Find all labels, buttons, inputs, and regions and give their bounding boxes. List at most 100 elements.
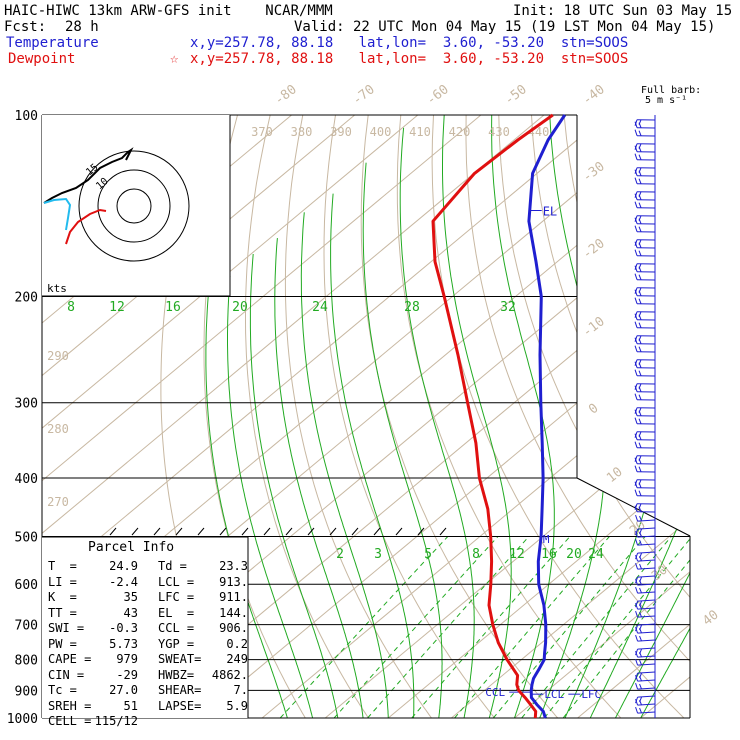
wind-barb (637, 655, 656, 658)
dry-adiabat-line (563, 115, 690, 718)
parcel-row: PW = 5.73 YGP = 0.2 (48, 637, 248, 653)
theta-e-label: 12 (109, 300, 125, 315)
moist-adiabat-line (640, 115, 690, 718)
wind-barb-flag (634, 433, 638, 440)
parcel-value: 27.0 (109, 683, 138, 697)
moist-adiabat-line (249, 253, 339, 718)
parcel-info-box (42, 527, 447, 718)
star-icon: ☆ (170, 51, 179, 67)
theta-label: 400 (370, 125, 392, 139)
mixing-ratio-line (562, 536, 690, 718)
hodograph-ring (78, 150, 190, 262)
parcel-key: SWEAT= (158, 652, 202, 666)
wind-barb-flag (634, 265, 638, 272)
parcel-key: TT = (48, 605, 77, 620)
wind-barb (637, 639, 656, 642)
mixing-ratio-label: 12 (509, 547, 525, 562)
wind-barb-flag (639, 659, 643, 666)
wind-barb-flag (634, 169, 638, 176)
wind-barb-flag (634, 201, 638, 208)
wind-barb-flag (635, 528, 639, 536)
isotherm-line (514, 115, 690, 718)
wind-barb-flag (638, 442, 642, 448)
wind-barb-flag (635, 538, 639, 546)
parcel-info-title: Parcel Info (88, 540, 175, 555)
wind-barb-flag (634, 287, 638, 294)
parcel-value: 24.9 (109, 559, 138, 573)
wind-barb-flag (638, 226, 642, 232)
dry-adiabat-line (323, 115, 506, 718)
wind-barb-flag (634, 119, 638, 126)
wind-barb-flag (639, 611, 643, 618)
isotherm-label: -10 (580, 314, 608, 340)
wind-barb (637, 711, 656, 714)
wind-barb-flag (639, 515, 643, 522)
theta-label: 270 (47, 495, 69, 509)
parcel-key: SWI = (48, 621, 85, 635)
theta-e-label: 32 (500, 300, 516, 315)
wind-barb-flag (638, 482, 642, 488)
sounding-series (431, 113, 567, 719)
hodograph-trace-mid (43, 197, 72, 231)
wind-barb (637, 583, 656, 586)
wind-barb-flag (634, 393, 638, 400)
pressure-tick-label: 700 (15, 619, 38, 634)
hatch-mark (307, 527, 315, 536)
parcel-value: 7. (233, 683, 248, 697)
wind-barb-flag (638, 194, 642, 200)
moist-adiabat-line (330, 193, 415, 718)
wind-barb-flag (634, 409, 638, 416)
parcel-value: 4862. (211, 667, 248, 682)
isotherm-line (42, 115, 545, 718)
theta-e-label: 16 (165, 300, 181, 315)
parcel-box-background (42, 537, 248, 718)
mixing-ratio-line (454, 536, 610, 718)
parcel-value: 43 (123, 605, 138, 620)
hatch-mark (439, 527, 447, 536)
pressure-tick-label: 800 (15, 654, 38, 669)
parcel-key: CAPE = (48, 652, 92, 666)
wind-barb-flag (634, 385, 638, 392)
lfc-label: LFC (581, 688, 601, 701)
wind-barbs (634, 115, 656, 718)
wind-barb-flag (639, 675, 643, 682)
wind-barb-flag (634, 177, 638, 184)
isotherm-label: 30 (649, 563, 671, 584)
moist-adiabat-line (615, 115, 690, 718)
wind-barb (637, 679, 656, 682)
wind-barb-flag (634, 481, 638, 488)
wind-barb-flag (638, 386, 642, 392)
wind-barb-flag (634, 297, 638, 304)
mixing-ratio-line (543, 536, 690, 718)
dry-adiabat-line (596, 115, 690, 718)
dry-adiabat-line (465, 115, 690, 718)
parcel-info-table: T = 24.9 Td = 23.3 LI = -2.4 LCL = 913. K = 35 LFC… (48, 559, 248, 730)
hodograph-ring (97, 169, 171, 243)
isotherm-label: -30 (580, 159, 608, 185)
pressure-tick-label: 500 (15, 530, 38, 545)
wind-barb-flag (634, 489, 638, 496)
parcel-key: SHEAR= (158, 683, 202, 697)
legend-temperature-info: x,y=257.78, 88.18 lat,lon= 3.60, -53.20 … (190, 35, 629, 51)
wind-barb (637, 575, 656, 578)
legend-dewpoint-info: x,y=257.78, 88.18 lat,lon= 3.60, -53.20 … (190, 51, 629, 67)
parcel-value: 979 (116, 652, 138, 666)
mixing-ratio-line (367, 536, 530, 718)
parcel-row: SWI = -0.3 CCL = 906. (48, 621, 248, 637)
parcel-key: CCL = (158, 621, 195, 635)
wind-barb (637, 519, 656, 522)
wind-barb-flag (634, 311, 638, 318)
wind-barb-flag (638, 290, 642, 296)
parcel-value: 249 (226, 652, 248, 666)
wind-barb-flag (634, 225, 638, 232)
isotherm-label: 10 (604, 465, 626, 486)
mixing-ratio-label: 20 (566, 547, 582, 562)
wind-barb-flag (639, 555, 643, 562)
wind-barb-flag (638, 458, 642, 464)
wind-barb-flag (634, 321, 638, 328)
wind-barb (637, 623, 656, 626)
wind-barb-flag (638, 218, 642, 224)
wind-barb (637, 703, 656, 706)
wind-barb-flag (634, 121, 638, 128)
hodograph-ring (116, 188, 152, 224)
